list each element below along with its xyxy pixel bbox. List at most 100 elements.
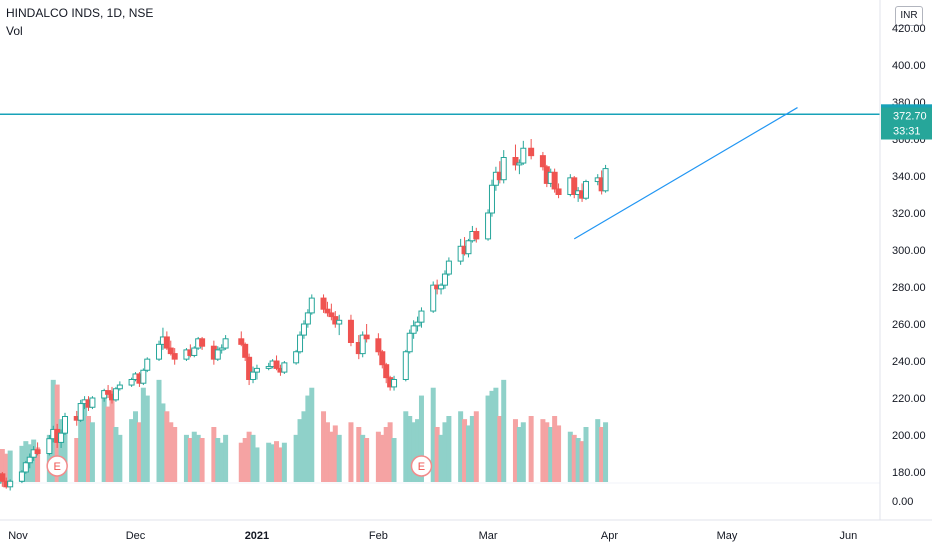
candle-body: [58, 432, 65, 443]
candle-body: [363, 334, 370, 340]
volume-bar: [7, 450, 13, 482]
price-tick-label: 320.00: [892, 208, 926, 220]
volume-bar: [246, 431, 252, 482]
volume-bar: [211, 427, 217, 482]
candle-body: [242, 343, 249, 358]
candle-body: [156, 343, 163, 360]
candle-body: [105, 390, 112, 395]
volume-bar: [356, 427, 362, 482]
volume-bar: [105, 406, 111, 482]
volume-bar: [469, 416, 475, 482]
candle-body: [528, 147, 535, 157]
candle-body: [199, 338, 206, 347]
volume-bar: [0, 449, 5, 482]
candle-body: [163, 336, 170, 349]
volume-bar: [238, 442, 244, 482]
volume-bar: [556, 425, 562, 482]
volume-bar: [434, 427, 440, 482]
volume-bar: [418, 395, 424, 482]
volume-bar: [129, 419, 135, 482]
chart-title: HINDALCO INDS, 1D, NSE: [6, 6, 154, 20]
volume-bar: [324, 422, 330, 482]
candle-body: [402, 351, 409, 380]
volume-bar: [187, 438, 193, 482]
candle-body: [516, 162, 523, 166]
volume-bar: [195, 434, 201, 482]
volume-bar: [520, 422, 526, 482]
volume-bar: [35, 447, 41, 482]
time-tick-label: 2021: [245, 530, 269, 542]
time-tick-label: Apr: [601, 530, 618, 542]
volume-bar: [113, 427, 119, 482]
candle-body: [246, 356, 253, 380]
candle-body: [375, 338, 382, 353]
candle-body: [128, 379, 135, 386]
candle-body: [26, 456, 33, 464]
candle-body: [167, 347, 174, 355]
volume-bar: [465, 425, 471, 482]
candle-body: [473, 231, 480, 240]
candle-body: [488, 184, 495, 214]
candle-body: [0, 473, 6, 482]
volume-bar: [109, 390, 115, 482]
candle-body: [265, 366, 272, 369]
time-tick-label: Mar: [479, 530, 498, 542]
volume-bar: [446, 416, 452, 482]
candle-body: [406, 332, 413, 353]
countdown-text: 33:31: [893, 126, 921, 138]
candle-body: [300, 323, 307, 336]
volume-bar: [309, 387, 315, 482]
volume-bar: [462, 419, 468, 482]
volume-bar: [183, 434, 189, 482]
time-axis[interactable]: Nov Dec 2021 Feb Mar Apr May Jun: [0, 519, 932, 542]
volume-bar: [528, 416, 534, 482]
volume-bar: [336, 434, 342, 482]
volume-bar: [164, 411, 170, 482]
earnings-circle: [46, 455, 68, 477]
candle-body: [445, 260, 452, 275]
candle-body: [238, 338, 245, 345]
volume-bar: [101, 395, 107, 482]
volume-bar: [360, 434, 366, 482]
volume-bar: [442, 422, 448, 482]
volume-bar: [19, 445, 25, 482]
price-tick-label: 420.00: [892, 23, 926, 35]
candle-body: [414, 321, 421, 327]
candle-body: [222, 338, 229, 349]
candle-body: [22, 462, 29, 473]
candle-body: [34, 449, 41, 454]
price-axis[interactable]: 420.00400.00380.00360.00340.00320.00300.…: [879, 0, 926, 520]
volume-bar: [575, 438, 581, 482]
candle-body: [7, 480, 14, 488]
candle-body: [250, 371, 257, 381]
volume-bar: [250, 434, 256, 482]
volume-bar: [540, 419, 546, 482]
volume-bar: [270, 444, 276, 482]
candle-body: [555, 188, 562, 195]
volume-bar: [160, 403, 166, 482]
volume-tick-label: 0.00: [892, 496, 913, 508]
volume-bar: [403, 411, 409, 482]
volume-bar: [493, 387, 499, 482]
currency-button[interactable]: INR: [895, 6, 923, 26]
volume-bar: [571, 434, 577, 482]
volume-bar: [548, 427, 554, 482]
earnings-label: E: [418, 461, 425, 473]
candle-body: [391, 379, 398, 388]
price-tick-label: 240.00: [892, 356, 926, 368]
candle-body: [253, 367, 260, 373]
volume-bars: [0, 379, 609, 482]
volume-bar: [497, 416, 503, 482]
volume-bar: [552, 416, 558, 482]
volume-bar: [58, 419, 64, 482]
candle-body: [539, 155, 546, 168]
volume-bar: [583, 427, 589, 482]
price-tick-label: 400.00: [892, 60, 926, 72]
volume-bar: [215, 438, 221, 482]
candle-body: [520, 147, 527, 164]
volume-bar: [62, 427, 68, 482]
candle-body: [324, 308, 331, 314]
last-price-badge: [881, 107, 932, 140]
volume-bar: [82, 403, 88, 482]
